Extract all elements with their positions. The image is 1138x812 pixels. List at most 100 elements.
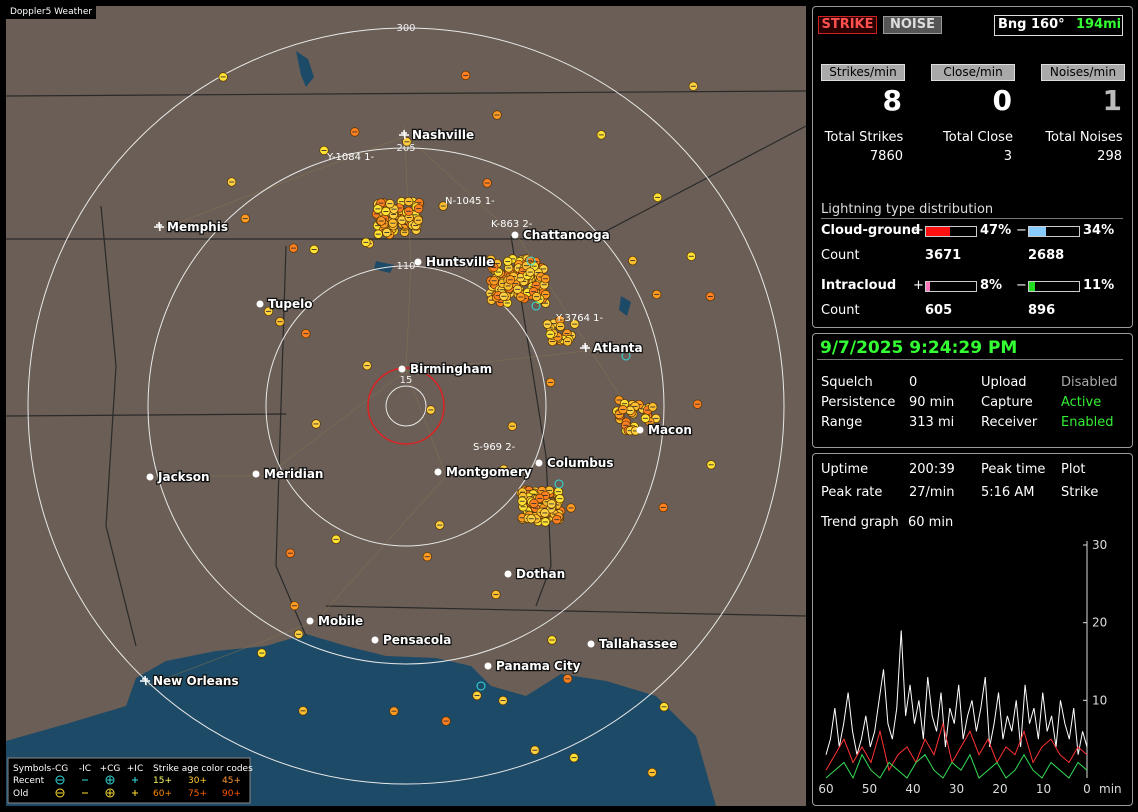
strike-marker xyxy=(566,503,576,513)
state-border xyxy=(325,605,807,617)
divider xyxy=(817,359,1123,360)
total-value: 298 xyxy=(1097,149,1122,164)
strike-marker xyxy=(441,716,451,726)
strike-marker xyxy=(388,218,398,228)
rate-label: Close/min xyxy=(931,64,1015,81)
trend-line xyxy=(825,753,1088,780)
strike-marker xyxy=(301,328,311,339)
city-label: Memphis xyxy=(167,220,228,234)
strike-marker xyxy=(570,319,580,329)
strike-marker xyxy=(552,515,562,525)
city-dot xyxy=(484,662,492,670)
stat-cell: Uptime xyxy=(821,462,869,477)
legend-icon xyxy=(55,775,65,785)
state-border xyxy=(100,205,137,647)
strike-marker xyxy=(263,306,274,317)
x-tick-label: 20 xyxy=(992,782,1007,796)
legend-box xyxy=(7,757,251,804)
noise-mode-button[interactable]: NOISE xyxy=(883,16,942,34)
stat-cell: Peak rate xyxy=(821,485,883,500)
strike-marker xyxy=(659,702,669,712)
city-label: Atlanta xyxy=(593,341,643,355)
status-cell: Enabled xyxy=(1061,415,1114,430)
state-border xyxy=(5,90,807,97)
strike-marker xyxy=(540,517,551,527)
storm-label: S-969 2- xyxy=(473,442,516,453)
x-tick-label: 10 xyxy=(1036,782,1051,796)
status-cell: Capture xyxy=(981,395,1033,410)
percent: 47% xyxy=(980,223,1012,238)
status-cell: Receiver xyxy=(981,415,1038,430)
city-label: Birmingham xyxy=(410,362,492,376)
strike-marker xyxy=(540,508,550,518)
city-dot xyxy=(414,258,422,266)
strike-marker xyxy=(373,204,383,214)
city-label: Macon xyxy=(648,423,692,437)
stat-cell: 5:16 AM xyxy=(981,485,1035,500)
city-label: Panama City xyxy=(496,659,581,673)
city-label: Meridian xyxy=(264,467,323,481)
strike-marker xyxy=(498,695,508,706)
strike-marker xyxy=(545,377,556,388)
city-label: Dothan xyxy=(516,567,565,581)
strike-mode-button[interactable]: STRIKE xyxy=(818,16,877,34)
city-label: Columbus xyxy=(547,456,614,470)
city-label: Columbus xyxy=(547,456,614,470)
y-tick-label: 10 xyxy=(1092,693,1107,707)
storm-label: Y-1084 1- xyxy=(326,152,375,163)
strike-marker xyxy=(227,177,237,187)
state-border xyxy=(275,245,307,637)
range-label: 205 xyxy=(396,143,415,154)
airport-icon xyxy=(399,129,409,140)
strike-marker xyxy=(489,276,499,286)
legend-age: 60+ xyxy=(153,789,172,799)
rate-value: 8 xyxy=(882,84,902,117)
city-label: Mobile xyxy=(318,614,363,628)
x-tick-label: 30 xyxy=(949,782,964,796)
strike-symbol xyxy=(554,479,564,489)
strike-marker xyxy=(319,145,329,156)
strike-marker xyxy=(350,127,360,137)
strike-marker xyxy=(402,137,412,147)
strike-symbol xyxy=(476,681,486,691)
total-label: Total Noises xyxy=(1045,130,1123,145)
bar-track xyxy=(1028,226,1080,237)
strike-marker xyxy=(555,494,565,504)
city-label: Montgomery xyxy=(446,465,532,479)
status-panel xyxy=(812,333,1133,448)
divider xyxy=(821,218,1123,219)
strike-marker xyxy=(517,496,527,506)
road xyxy=(145,475,447,687)
rate-label: Noises/min xyxy=(1041,64,1125,81)
city-dot xyxy=(306,617,314,625)
strike-marker xyxy=(435,520,445,530)
strike-marker xyxy=(422,552,432,562)
strike-marker xyxy=(628,255,638,266)
road xyxy=(156,350,587,477)
bar-track xyxy=(925,281,977,292)
count: 3671 xyxy=(925,248,962,263)
range-ring xyxy=(265,265,547,547)
strike-marker xyxy=(569,753,579,763)
strike-marker xyxy=(547,635,557,645)
status-cell: Persistence xyxy=(821,395,896,410)
city-label: Tallahassee xyxy=(599,637,677,651)
range-ring xyxy=(147,147,665,665)
strike-marker xyxy=(545,329,555,339)
legend-age: 15+ xyxy=(153,776,172,786)
strike-marker xyxy=(686,251,696,261)
city-label: Jackson xyxy=(157,470,210,484)
city-dot xyxy=(252,470,260,478)
strike-marker xyxy=(692,399,703,409)
legend-icon xyxy=(105,775,115,785)
status-cell: Upload xyxy=(981,375,1027,390)
strike-marker xyxy=(526,514,536,524)
trend-line xyxy=(825,721,1088,772)
strike-marker xyxy=(540,274,551,284)
x-tick-label: 0 xyxy=(1083,782,1091,796)
strike-marker xyxy=(381,206,391,217)
stat-cell: 27/min xyxy=(909,485,955,500)
strike-marker xyxy=(491,589,501,600)
storm-label: Y-3764 1- xyxy=(555,313,604,324)
legend-icon xyxy=(55,788,65,798)
